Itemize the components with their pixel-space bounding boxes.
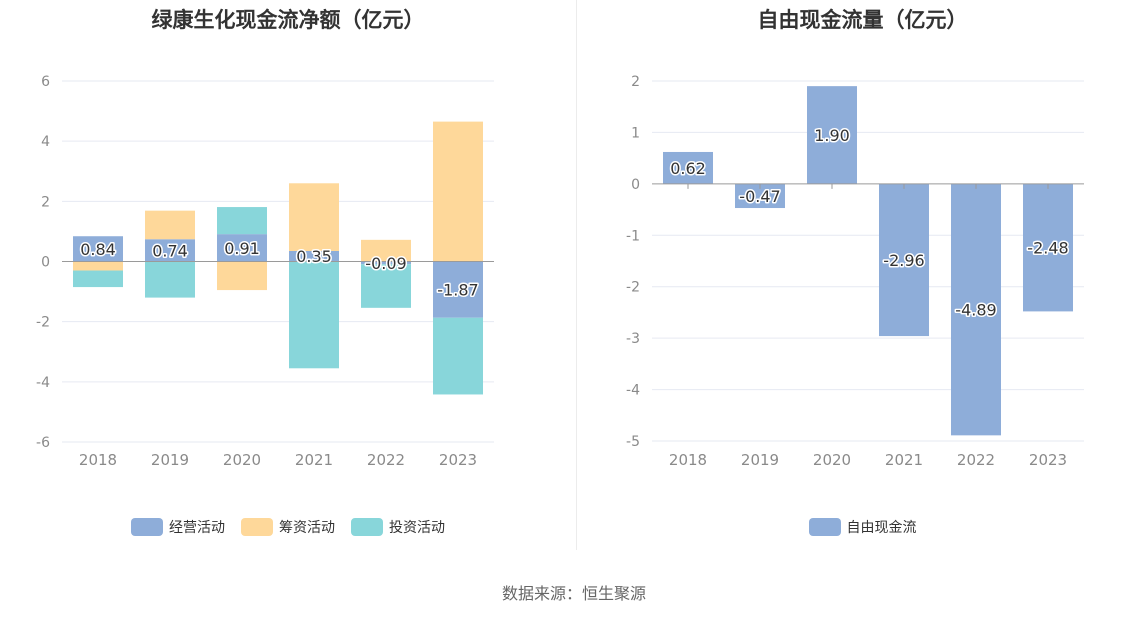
data-label: 0.91	[224, 239, 260, 258]
bar-自由现金流-2018	[663, 151, 713, 184]
chart-title: 绿康生化现金流净额（亿元）	[151, 8, 425, 32]
bar-经营活动-2020	[217, 234, 267, 262]
legend-item[interactable]: 自由现金流	[808, 517, 917, 537]
panel-divider	[576, 0, 577, 550]
cash-flow-panel: 绿康生化现金流净额（亿元） 6 4 2 0 -2 -4 -6 2018 2019 2020 2021…	[0, 0, 576, 560]
y-tick-label: 2	[631, 74, 640, 90]
legend-label: 投资活动	[389, 520, 445, 536]
y-tick-label: -4	[626, 383, 640, 399]
x-tick-label: 2021	[885, 451, 923, 469]
cash-flow-chart: 6 4 2 0 -2 -4 -6 2018 2019 2020 2021 2022 2023 0.84 0.…	[36, 74, 494, 469]
bar-投资活动-2023	[433, 317, 483, 395]
bar-经营活动-2022	[361, 261, 411, 265]
y-tick-label: 2	[41, 194, 50, 210]
bar-自由现金流-2021	[879, 183, 929, 337]
data-label: -0.47	[739, 187, 780, 206]
x-tick-label: 2020	[813, 451, 851, 469]
data-label: 0.62	[670, 159, 706, 178]
bar-筹资活动-2018	[73, 261, 123, 271]
y-tick-label: -6	[36, 435, 50, 451]
legend-swatch	[808, 518, 841, 536]
x-tick-label: 2019	[741, 451, 779, 469]
y-tick-label: 0	[41, 255, 50, 271]
data-source-note: 数据来源：恒生聚源	[501, 584, 646, 603]
bar-自由现金流-2023	[1023, 183, 1073, 312]
data-label: 1.90	[814, 126, 850, 145]
x-tick-label: 2022	[957, 451, 995, 469]
bar-经营活动-2021	[289, 250, 339, 262]
chart-legend: 自由现金流	[577, 517, 1148, 537]
data-label: -4.89	[955, 301, 996, 320]
legend-item[interactable]: 投资活动	[351, 517, 445, 537]
legend-label: 自由现金流	[846, 520, 917, 536]
data-label: 0.74	[152, 241, 188, 260]
legend-swatch	[241, 518, 273, 536]
x-tick-label: 2023	[439, 451, 477, 469]
bar-筹资活动-2022	[361, 239, 411, 262]
data-label: 0.35	[296, 247, 332, 266]
chart-legend: 经营活动 筹资活动 投资活动	[0, 517, 576, 537]
x-tick-label: 2019	[151, 451, 189, 469]
data-label: -2.48	[1027, 239, 1068, 258]
free-cash-flow-panel: 自由现金流量（亿元） 2 1 0 -1 -2 -3 -4 -5 2018 2019 2020 2021…	[577, 0, 1148, 560]
y-tick-label: -2	[626, 280, 640, 296]
bar-投资活动-2021	[289, 261, 339, 369]
y-tick-label: -1	[626, 228, 640, 244]
y-tick-label: -4	[36, 375, 50, 391]
legend-swatch	[131, 518, 163, 536]
y-tick-label: 6	[41, 74, 50, 90]
x-tick-label: 2021	[295, 451, 333, 469]
bar-筹资活动-2020	[217, 261, 267, 291]
bar-筹资活动-2019	[145, 210, 195, 240]
x-tick-label: 2018	[669, 451, 707, 469]
y-tick-label: -3	[626, 331, 640, 347]
y-tick-label: 4	[41, 134, 50, 150]
y-tick-label: 1	[631, 125, 640, 141]
legend-item[interactable]: 经营活动	[131, 517, 225, 537]
bar-投资活动-2018	[73, 270, 123, 288]
x-tick-label: 2018	[79, 451, 117, 469]
bar-投资活动-2020	[217, 207, 267, 235]
chart-title: 自由现金流量（亿元）	[757, 8, 968, 32]
bar-投资活动-2019	[145, 261, 195, 298]
legend-item[interactable]: 筹资活动	[241, 517, 335, 537]
legend-label: 筹资活动	[279, 520, 335, 536]
bar-自由现金流-2022	[951, 183, 1001, 436]
legend-label: 经营活动	[169, 520, 225, 536]
data-label: 0.84	[80, 240, 116, 259]
x-tick-label: 2020	[223, 451, 261, 469]
bar-经营活动-2018	[73, 236, 123, 262]
x-tick-label: 2022	[367, 451, 405, 469]
data-label: -1.87	[437, 281, 478, 300]
data-label: -0.09	[365, 254, 406, 273]
y-tick-label: -2	[36, 315, 50, 331]
bar-投资活动-2022	[361, 264, 411, 308]
y-tick-label: -5	[626, 434, 640, 450]
bar-筹资活动-2021	[289, 183, 339, 251]
bar-经营活动-2023	[433, 261, 483, 318]
bar-自由现金流-2020	[807, 86, 857, 184]
free-cash-flow-chart: 2 1 0 -1 -2 -3 -4 -5 2018 2019 2020 2021 2022 2023 0.6…	[626, 74, 1084, 469]
bar-筹资活动-2023	[433, 121, 483, 262]
bar-经营活动-2019	[145, 239, 195, 262]
y-tick-label: 0	[631, 177, 640, 193]
data-label: -2.96	[883, 251, 924, 270]
x-tick-label: 2023	[1029, 451, 1067, 469]
legend-swatch	[351, 518, 383, 536]
